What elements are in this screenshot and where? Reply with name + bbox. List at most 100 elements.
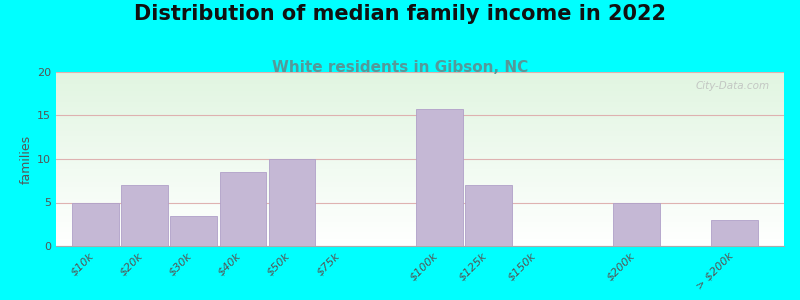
Bar	[56, 112, 784, 114]
Bar	[56, 91, 784, 93]
Bar	[56, 178, 784, 180]
Bar	[56, 126, 784, 128]
Bar	[56, 136, 784, 138]
Bar	[170, 215, 217, 246]
Bar	[56, 84, 784, 86]
Bar	[56, 202, 784, 204]
Bar	[56, 133, 784, 135]
Bar	[56, 218, 784, 220]
Bar	[56, 142, 784, 143]
Bar	[56, 189, 784, 190]
Bar	[56, 77, 784, 79]
Bar	[56, 86, 784, 88]
Bar	[56, 121, 784, 122]
Bar	[56, 79, 784, 81]
Bar	[56, 154, 784, 155]
Bar	[56, 194, 784, 196]
Bar	[56, 103, 784, 105]
Bar	[56, 182, 784, 183]
Bar	[56, 155, 784, 157]
Bar	[56, 157, 784, 159]
Bar	[56, 135, 784, 137]
Bar	[56, 147, 784, 148]
Bar	[56, 164, 784, 166]
Bar	[56, 131, 784, 133]
Text: City-Data.com: City-Data.com	[695, 81, 770, 91]
Bar	[56, 117, 784, 119]
Bar	[416, 110, 463, 246]
Bar	[56, 239, 784, 241]
Bar	[56, 173, 784, 175]
Bar	[56, 220, 784, 222]
Bar	[56, 225, 784, 227]
Bar	[56, 148, 784, 150]
Bar	[56, 201, 784, 203]
Bar	[56, 224, 784, 225]
Bar	[56, 119, 784, 121]
Bar	[72, 202, 118, 246]
Bar	[56, 190, 784, 192]
Bar	[56, 145, 784, 147]
Bar	[56, 209, 784, 211]
Bar	[56, 72, 784, 74]
Bar	[121, 185, 168, 246]
Bar	[56, 183, 784, 185]
Bar	[56, 81, 784, 82]
Bar	[56, 232, 784, 234]
Bar	[56, 143, 784, 145]
Bar	[56, 166, 784, 168]
Bar	[56, 109, 784, 110]
Bar	[56, 211, 784, 213]
Bar	[56, 206, 784, 208]
Bar	[56, 227, 784, 229]
Bar	[56, 159, 784, 161]
Bar	[56, 89, 784, 91]
Bar	[56, 244, 784, 246]
Bar	[269, 159, 315, 246]
Bar	[56, 222, 784, 224]
Bar	[56, 187, 784, 189]
Bar	[56, 124, 784, 126]
Text: White residents in Gibson, NC: White residents in Gibson, NC	[272, 60, 528, 75]
Bar	[56, 197, 784, 199]
Bar	[56, 102, 784, 103]
Bar	[56, 116, 784, 117]
Bar	[56, 237, 784, 239]
Bar	[56, 98, 784, 100]
Bar	[56, 74, 784, 76]
Bar	[56, 229, 784, 230]
Bar	[56, 236, 784, 237]
Text: Distribution of median family income in 2022: Distribution of median family income in …	[134, 4, 666, 25]
Bar	[56, 152, 784, 154]
Bar	[56, 171, 784, 173]
Bar	[56, 196, 784, 197]
Bar	[56, 192, 784, 194]
Bar	[56, 105, 784, 107]
Bar	[56, 204, 784, 206]
Bar	[56, 230, 784, 232]
Bar	[56, 185, 784, 187]
Bar	[56, 208, 784, 209]
Bar	[56, 176, 784, 178]
Bar	[56, 82, 784, 84]
Bar	[56, 107, 784, 109]
Bar	[56, 234, 784, 236]
Bar	[56, 169, 784, 171]
Bar	[56, 168, 784, 169]
Bar	[56, 128, 784, 129]
Bar	[56, 161, 784, 163]
Bar	[711, 220, 758, 246]
Bar	[56, 122, 784, 124]
Bar	[56, 100, 784, 102]
Bar	[56, 114, 784, 116]
Bar	[56, 138, 784, 140]
Bar	[56, 88, 784, 89]
Bar	[56, 94, 784, 96]
Bar	[56, 180, 784, 182]
Bar	[613, 202, 660, 246]
Bar	[56, 76, 784, 77]
Bar	[56, 163, 784, 164]
Bar	[56, 215, 784, 216]
Bar	[56, 199, 784, 201]
Bar	[56, 93, 784, 94]
